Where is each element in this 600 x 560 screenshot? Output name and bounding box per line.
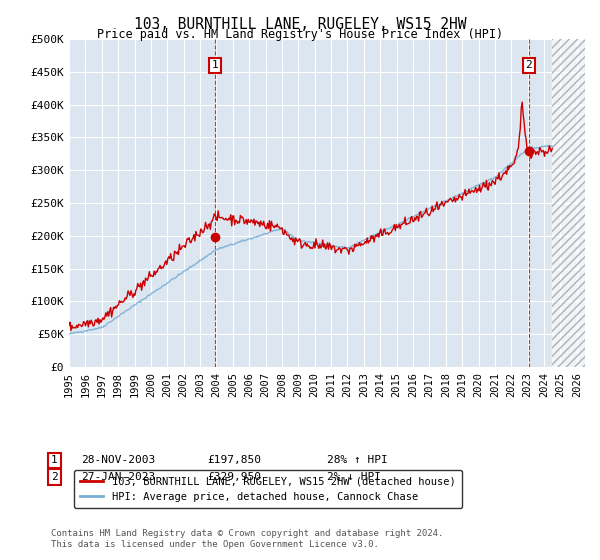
Text: 28-NOV-2003: 28-NOV-2003 — [81, 455, 155, 465]
Text: 2: 2 — [526, 60, 532, 71]
Text: 1: 1 — [212, 60, 218, 71]
Text: 27-JAN-2023: 27-JAN-2023 — [81, 472, 155, 482]
Text: 103, BURNTHILL LANE, RUGELEY, WS15 2HW: 103, BURNTHILL LANE, RUGELEY, WS15 2HW — [134, 17, 466, 32]
Text: 2: 2 — [51, 472, 58, 482]
Text: £197,850: £197,850 — [207, 455, 261, 465]
Text: 2% ↓ HPI: 2% ↓ HPI — [327, 472, 381, 482]
Text: Price paid vs. HM Land Registry's House Price Index (HPI): Price paid vs. HM Land Registry's House … — [97, 28, 503, 41]
Text: £329,950: £329,950 — [207, 472, 261, 482]
Legend: 103, BURNTHILL LANE, RUGELEY, WS15 2HW (detached house), HPI: Average price, det: 103, BURNTHILL LANE, RUGELEY, WS15 2HW (… — [74, 470, 462, 508]
Text: 28% ↑ HPI: 28% ↑ HPI — [327, 455, 388, 465]
Text: Contains HM Land Registry data © Crown copyright and database right 2024.
This d: Contains HM Land Registry data © Crown c… — [51, 529, 443, 549]
Text: 1: 1 — [51, 455, 58, 465]
Bar — [552, 39, 585, 367]
Bar — [552, 39, 585, 367]
